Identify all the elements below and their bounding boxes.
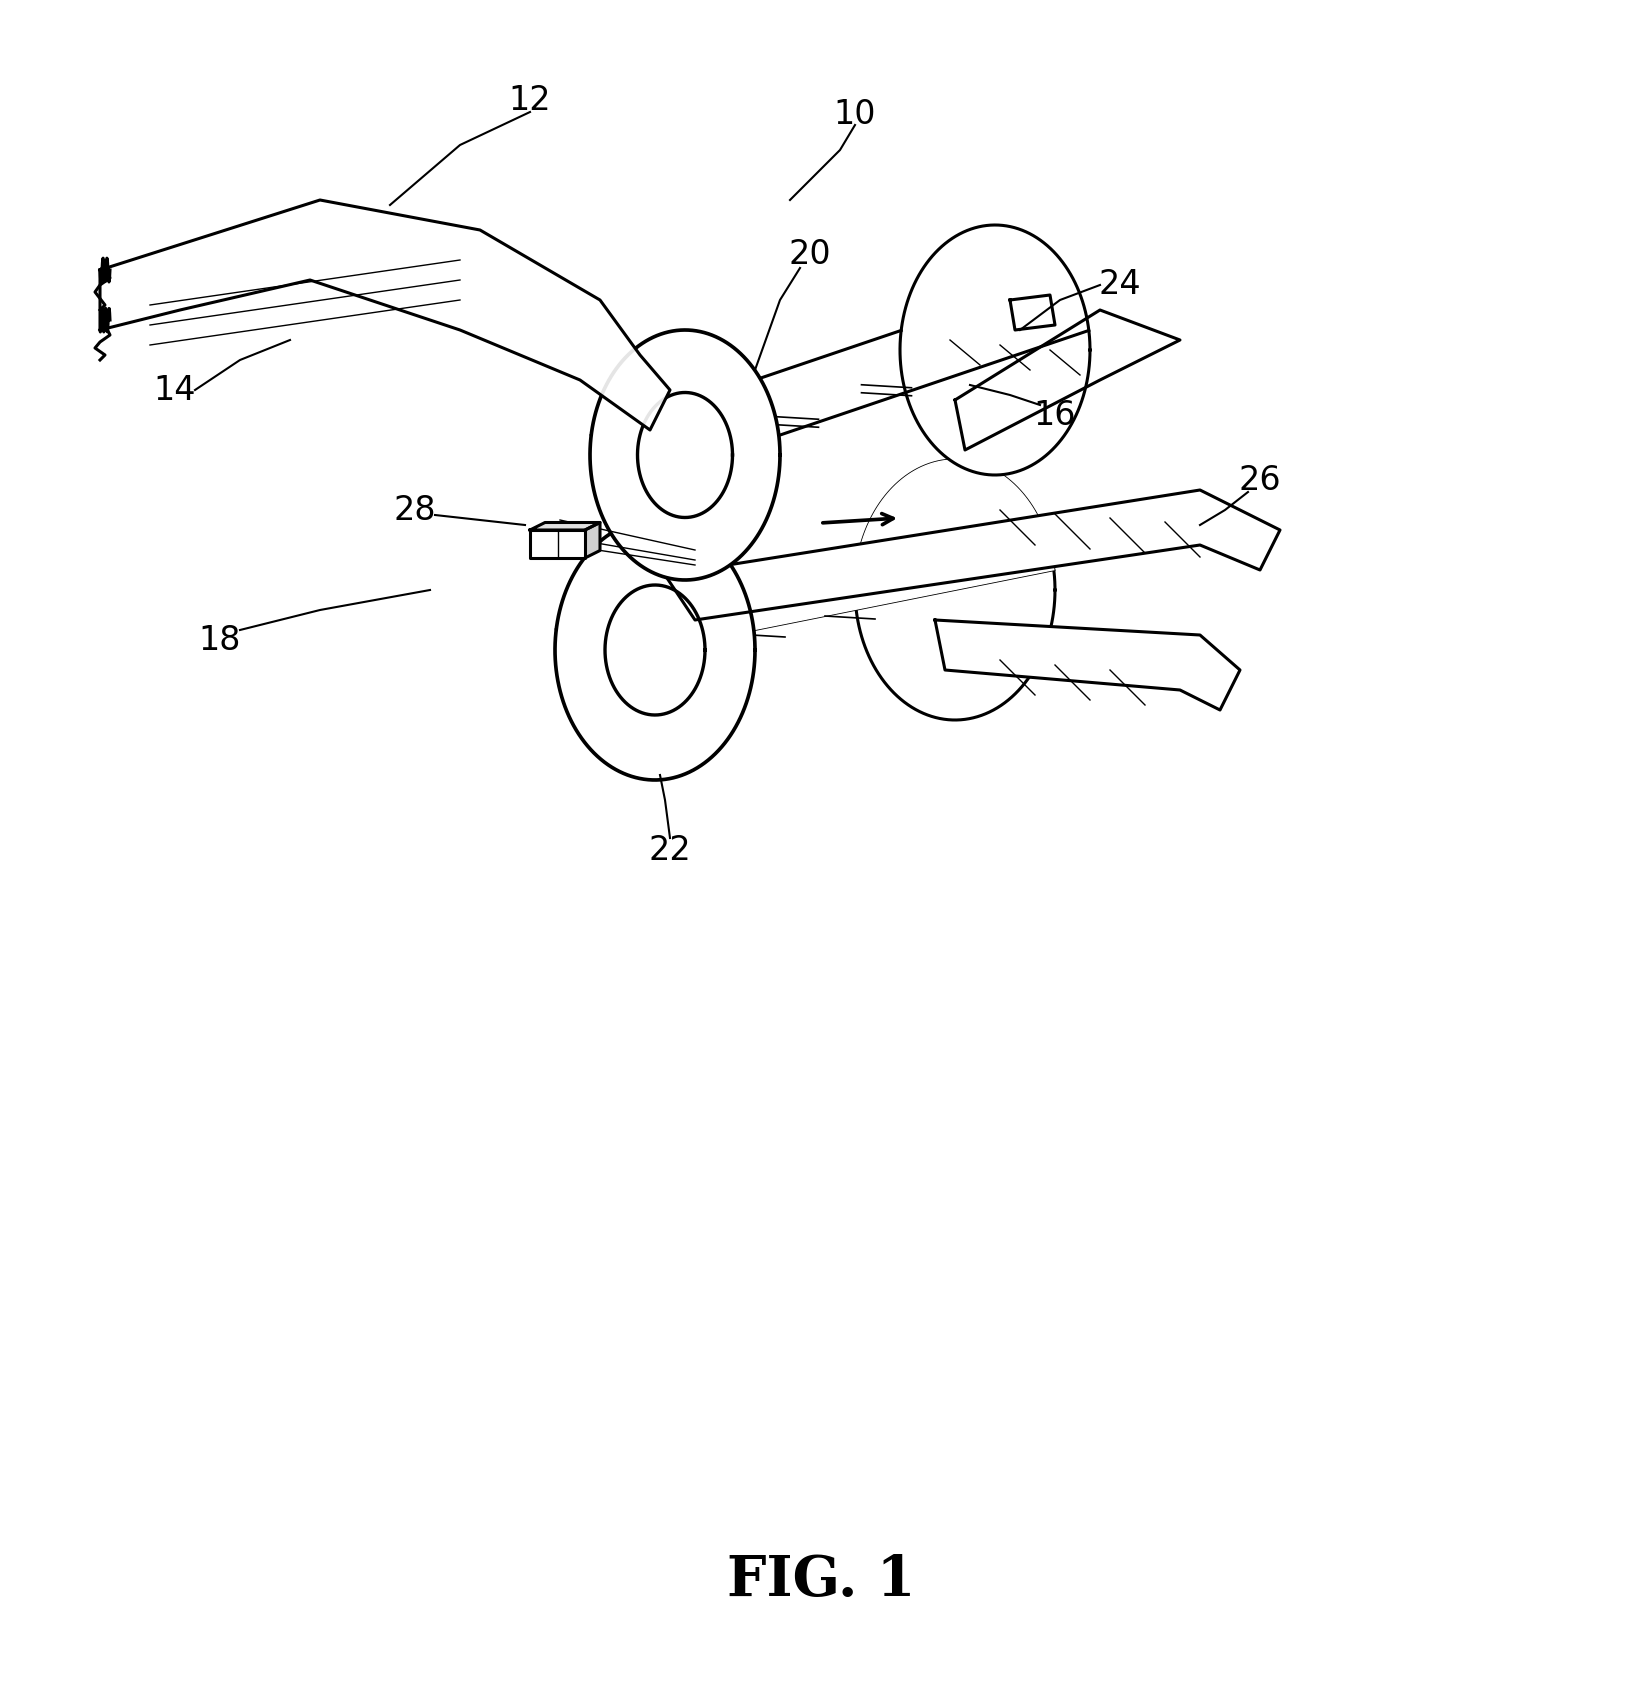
Polygon shape: [955, 310, 1180, 451]
Polygon shape: [100, 201, 670, 430]
Text: 20: 20: [789, 238, 831, 272]
Text: 28: 28: [394, 493, 437, 527]
Text: 24: 24: [1099, 269, 1142, 301]
Polygon shape: [557, 459, 1053, 629]
Polygon shape: [590, 330, 780, 580]
Text: 16: 16: [1033, 398, 1076, 432]
Text: 14: 14: [154, 374, 196, 407]
Text: 10: 10: [833, 99, 876, 131]
Text: 22: 22: [649, 833, 692, 866]
Text: 12: 12: [509, 83, 552, 116]
Polygon shape: [935, 619, 1240, 709]
Text: 18: 18: [199, 624, 242, 657]
Polygon shape: [854, 459, 1055, 720]
Polygon shape: [585, 522, 600, 558]
Polygon shape: [665, 490, 1280, 619]
Polygon shape: [900, 225, 1089, 475]
Polygon shape: [591, 225, 1089, 435]
Polygon shape: [1010, 294, 1055, 330]
Text: FIG. 1: FIG. 1: [728, 1553, 915, 1607]
Text: 26: 26: [1239, 463, 1282, 497]
Polygon shape: [531, 522, 600, 531]
Polygon shape: [555, 521, 756, 781]
Polygon shape: [531, 531, 585, 558]
